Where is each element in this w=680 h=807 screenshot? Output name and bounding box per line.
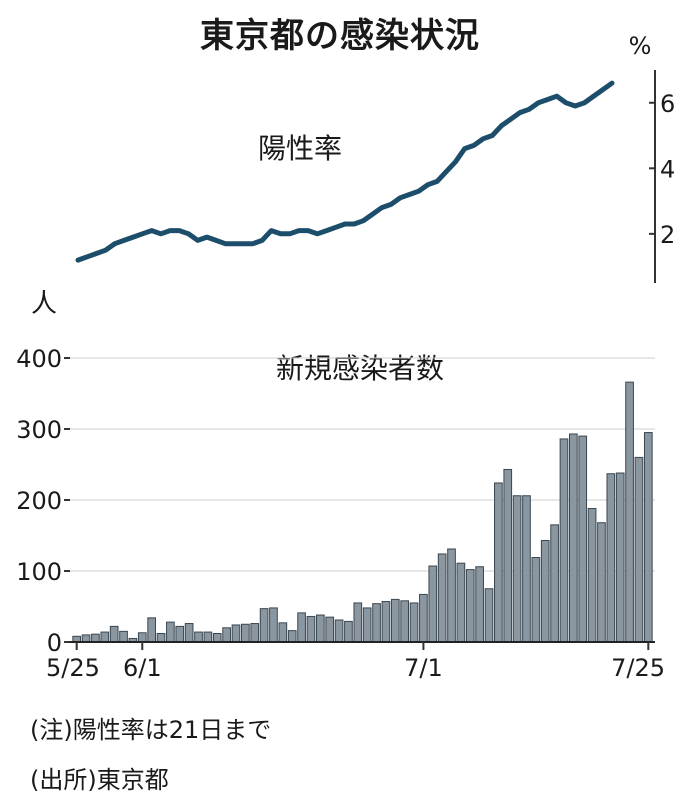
new-cases-bar <box>241 623 250 643</box>
new-cases-bar <box>287 630 297 643</box>
new-cases-bar <box>297 612 306 643</box>
percent-unit-label: % <box>629 32 652 60</box>
new-cases-label: 新規感染者数 <box>276 352 444 385</box>
positivity-rate-label: 陽性率 <box>258 132 342 165</box>
new-cases-bar <box>166 621 175 643</box>
new-cases-bar <box>194 631 203 643</box>
count-tick-label: 400 <box>16 345 62 373</box>
count-tick-label: 300 <box>16 416 62 444</box>
new-cases-bar <box>306 615 316 643</box>
new-cases-bar <box>597 522 606 643</box>
new-cases-bar <box>231 624 241 643</box>
new-cases-bar <box>569 433 578 643</box>
new-cases-bar <box>437 553 447 643</box>
new-cases-bar <box>419 593 428 643</box>
footnote: (注)陽性率は21日まで <box>30 716 272 744</box>
source-note: (出所)東京都 <box>30 766 169 794</box>
new-cases-bar <box>503 468 513 643</box>
date-tick-label: 7/25 <box>611 654 665 682</box>
new-cases-bar <box>512 495 522 643</box>
new-cases-bar <box>484 588 494 643</box>
new-cases-bar <box>372 603 381 643</box>
new-cases-bar <box>475 566 484 643</box>
new-cases-bar <box>559 438 569 643</box>
new-cases-bar <box>456 562 466 643</box>
new-cases-bar <box>184 623 194 643</box>
positivity-rate-chart: % 陽性率 2 4 6 <box>75 32 675 283</box>
percent-tick-label: 4 <box>660 155 675 183</box>
new-cases-bar <box>362 607 372 643</box>
new-cases-bar <box>353 602 363 643</box>
percent-tick-label: 6 <box>660 90 675 118</box>
new-cases-bar <box>381 601 391 643</box>
new-cases-bar <box>615 472 625 643</box>
count-tick-label: 100 <box>16 558 62 586</box>
new-cases-bar <box>409 602 419 643</box>
new-cases-bar <box>212 632 222 643</box>
new-cases-bar <box>606 473 616 643</box>
date-tick-label: 6/1 <box>123 654 162 682</box>
date-tick-label: 7/1 <box>404 654 443 682</box>
persons-unit-label: 人 <box>31 289 57 319</box>
new-cases-bar <box>278 622 288 643</box>
count-tick-label: 200 <box>16 487 62 515</box>
new-cases-bar <box>222 627 231 643</box>
chart-title: 東京都の感染状況 <box>200 16 480 56</box>
new-cases-bar <box>390 598 400 643</box>
new-cases-bar <box>137 632 147 643</box>
new-cases-bar <box>540 539 550 643</box>
new-cases-bar <box>550 524 559 643</box>
date-tick-label: 5/25 <box>46 654 100 682</box>
new-cases-bar <box>109 625 119 643</box>
new-cases-bar <box>643 432 653 643</box>
new-cases-bar <box>269 607 278 643</box>
new-cases-bar <box>91 633 100 643</box>
new-cases-bar <box>531 557 541 643</box>
new-cases-bar <box>119 630 128 643</box>
new-cases-bar <box>400 600 410 643</box>
count-tick-label: 0 <box>47 629 62 657</box>
positivity-rate-line <box>75 80 615 263</box>
new-cases-bar <box>250 623 260 643</box>
new-cases-bar <box>203 631 213 643</box>
new-cases-bar <box>494 482 503 643</box>
new-cases-bar <box>465 569 475 643</box>
new-cases-bar <box>175 625 185 643</box>
new-cases-bar <box>625 381 634 643</box>
new-cases-bar <box>522 495 531 643</box>
new-cases-bar <box>587 508 597 643</box>
new-cases-bar <box>428 565 438 643</box>
new-cases-bar <box>315 614 325 643</box>
new-cases-bar <box>259 608 269 643</box>
new-cases-bar <box>334 619 344 643</box>
new-cases-bar <box>156 632 166 643</box>
percent-tick-label: 2 <box>660 221 675 249</box>
new-cases-bar <box>634 456 644 643</box>
new-cases-bar <box>325 616 335 643</box>
new-cases-bar <box>81 634 91 643</box>
new-cases-bar <box>447 548 456 643</box>
new-cases-bar <box>344 620 353 643</box>
new-cases-bar <box>100 631 110 643</box>
new-cases-bar <box>147 617 156 643</box>
new-cases-bar <box>578 435 588 643</box>
new-cases-chart: 人 新規感染者数 0 100 200 300 400 5/25 6/1 7/1 7/25 <box>16 289 665 682</box>
